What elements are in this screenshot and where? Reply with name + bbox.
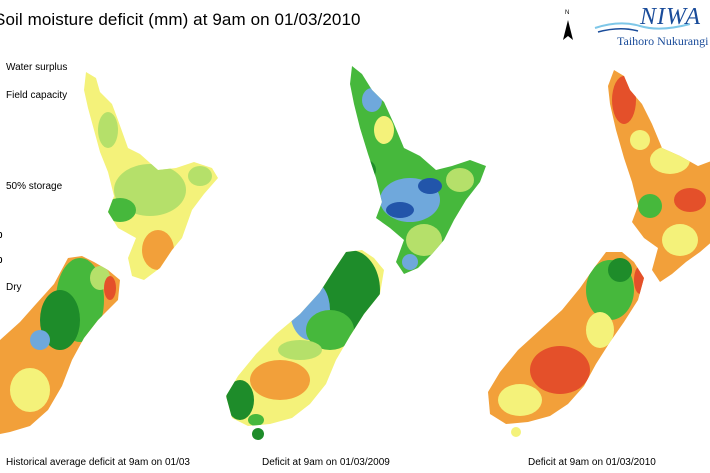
legend-water-surplus: Water surplus: [6, 62, 68, 73]
caption-2009: Deficit at 9am on 01/03/2009: [262, 457, 390, 468]
legend-field-capacity: Field capacity: [6, 90, 68, 101]
caption-historical: Historical average deficit at 9am on 01/…: [6, 457, 190, 468]
legend-tick-a: 0: [0, 231, 3, 240]
logo-mark: NIWA: [640, 4, 701, 30]
legend-tick-b: 0: [0, 256, 3, 265]
legend-50-storage: 50% storage: [6, 181, 63, 192]
caption-2010: Deficit at 9am on 01/03/2010: [528, 457, 656, 468]
north-arrow-icon: [563, 20, 573, 40]
logo-tagline: Taihoro Nukurangi: [617, 34, 709, 48]
map-title: Soil moisture deficit (mm) at 9am on 01/…: [0, 10, 361, 29]
niwa-logo: [594, 22, 691, 33]
north-label: N: [565, 10, 570, 16]
legend-dry: Dry: [6, 282, 22, 293]
